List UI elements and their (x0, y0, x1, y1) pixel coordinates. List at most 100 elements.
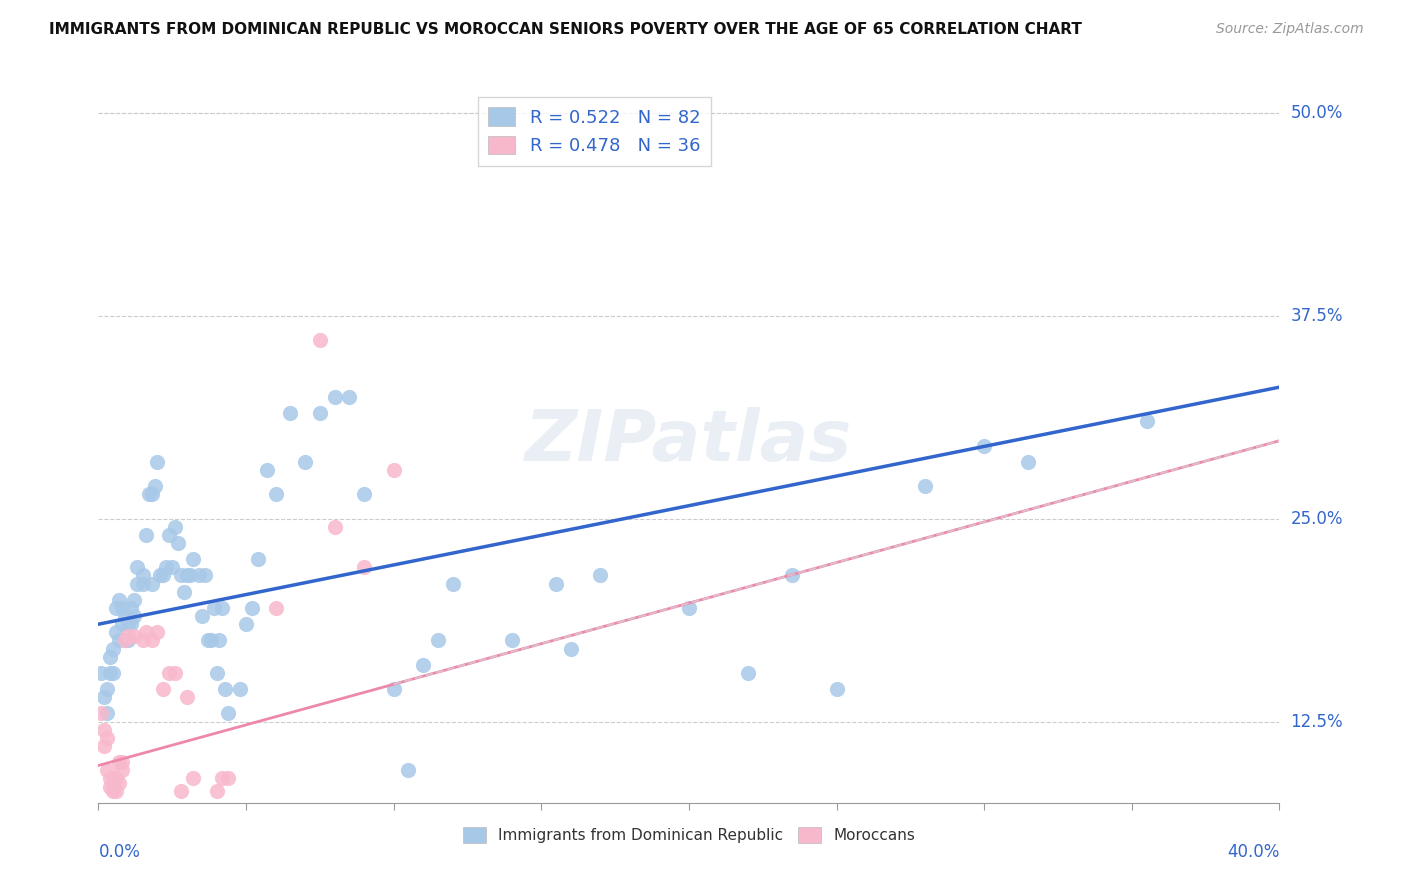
Point (103, 665, 125, 680)
Text: 0.0%: 0.0% (98, 843, 141, 861)
Point (93, 739, 115, 753)
Point (111, 755, 134, 769)
Point (339, 390, 361, 404)
Point (143, 479, 166, 493)
Point (108, 776, 131, 790)
Point (229, 682, 252, 697)
Point (141, 633, 163, 648)
Point (96, 706, 118, 721)
Point (170, 568, 193, 582)
Point (165, 520, 187, 534)
Point (501, 633, 523, 648)
Point (155, 560, 177, 574)
Point (105, 601, 128, 615)
Point (323, 520, 346, 534)
Point (111, 764, 134, 778)
Point (135, 528, 157, 542)
Point (132, 633, 155, 648)
Point (208, 633, 231, 648)
Point (211, 601, 233, 615)
Point (560, 641, 582, 656)
Point (108, 633, 131, 648)
Point (914, 479, 936, 493)
Point (103, 774, 125, 789)
Point (294, 455, 316, 469)
Point (323, 390, 346, 404)
Point (114, 633, 136, 648)
Text: Source: ZipAtlas.com: Source: ZipAtlas.com (1216, 22, 1364, 37)
Point (141, 576, 163, 591)
Point (162, 560, 183, 574)
Point (90, 706, 112, 721)
Point (589, 568, 612, 582)
Point (152, 568, 174, 582)
Point (98, 665, 121, 680)
Point (93, 690, 115, 705)
Point (111, 601, 134, 615)
Point (382, 682, 405, 697)
Point (122, 609, 145, 624)
Point (353, 560, 375, 574)
Point (280, 406, 302, 420)
Point (235, 617, 257, 632)
Point (173, 584, 195, 599)
Point (125, 576, 148, 591)
Point (202, 601, 225, 615)
Point (1136, 414, 1159, 428)
Point (122, 592, 145, 607)
Point (264, 487, 287, 501)
Point (782, 568, 804, 582)
Point (181, 552, 204, 566)
Point (1018, 455, 1040, 469)
Point (264, 601, 287, 615)
Point (141, 487, 163, 501)
Point (309, 333, 332, 347)
Point (122, 629, 145, 643)
Point (146, 455, 169, 469)
Text: 37.5%: 37.5% (1291, 307, 1343, 325)
Point (157, 528, 180, 542)
Point (117, 617, 139, 632)
Point (678, 601, 700, 615)
Point (825, 682, 848, 697)
Point (398, 764, 420, 778)
Point (96, 682, 118, 697)
Point (120, 601, 142, 615)
Point (114, 633, 136, 648)
Point (427, 633, 450, 648)
Point (191, 609, 214, 624)
Point (176, 690, 198, 705)
Point (103, 641, 125, 656)
Point (165, 665, 187, 680)
Point (96, 731, 118, 745)
Point (205, 784, 228, 798)
Text: 25.0%: 25.0% (1291, 509, 1343, 528)
Point (170, 784, 193, 798)
Point (132, 576, 155, 591)
Point (256, 463, 278, 477)
Text: 12.5%: 12.5% (1291, 713, 1343, 731)
Point (157, 665, 180, 680)
Point (309, 406, 332, 420)
Point (176, 568, 198, 582)
Point (353, 487, 375, 501)
Text: IMMIGRANTS FROM DOMINICAN REPUBLIC VS MOROCCAN SENIORS POVERTY OVER THE AGE OF 6: IMMIGRANTS FROM DOMINICAN REPUBLIC VS MO… (49, 22, 1083, 37)
Point (181, 772, 204, 786)
Point (152, 682, 174, 697)
Point (205, 665, 228, 680)
Point (105, 784, 128, 798)
Point (167, 536, 190, 550)
Point (200, 633, 222, 648)
Point (217, 772, 239, 786)
Point (135, 625, 157, 640)
Text: 40.0%: 40.0% (1227, 843, 1279, 861)
Point (197, 633, 219, 648)
Point (105, 772, 128, 786)
Point (187, 568, 209, 582)
Point (98, 772, 121, 786)
Point (146, 625, 169, 640)
Point (246, 552, 269, 566)
Point (441, 576, 464, 591)
Point (117, 629, 139, 643)
Point (973, 439, 995, 453)
